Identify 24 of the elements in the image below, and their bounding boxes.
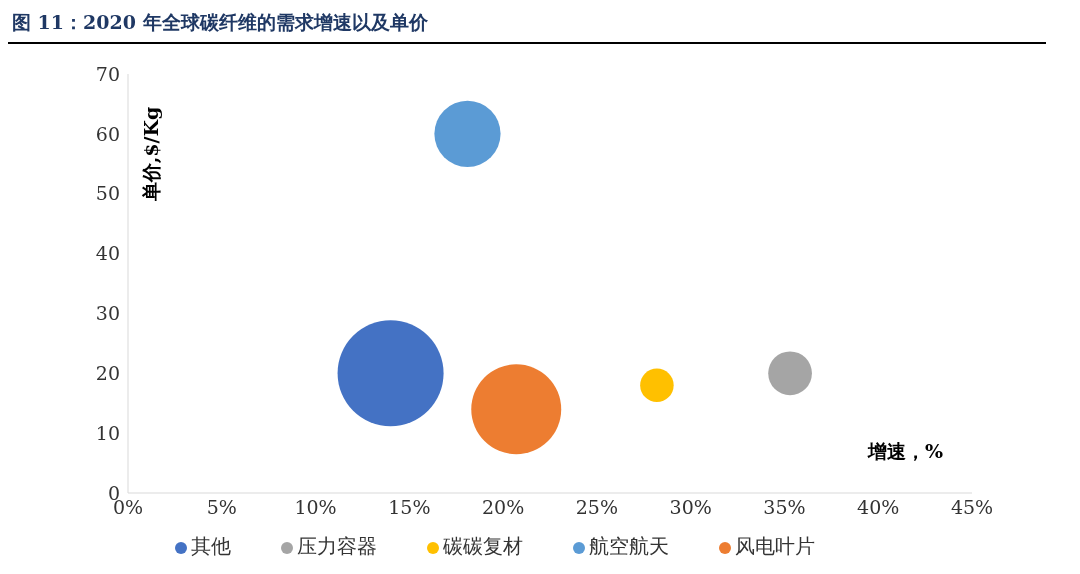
legend-label: 风电叶片 [735, 534, 815, 558]
x-tick-label: 10% [294, 496, 337, 519]
x-tick-label: 45% [950, 496, 994, 519]
x-tick-label: 40% [857, 496, 900, 519]
legend-label: 压力容器 [297, 534, 377, 558]
y-tick-label: 60 [95, 122, 120, 145]
y-tick-label: 50 [95, 182, 120, 205]
y-tick-label: 40 [95, 242, 120, 265]
x-tick-label: 25% [575, 496, 619, 519]
y-tick-label: 20 [95, 362, 120, 385]
x-tick-label: 30% [669, 496, 712, 519]
x-tick-label: 5% [206, 496, 237, 519]
y-tick-label: 70 [95, 62, 120, 85]
x-tick-label: 15% [388, 496, 431, 519]
x-tick-label: 35% [763, 496, 806, 519]
legend-label: 碳碳复材 [443, 534, 523, 558]
x-axis-title: 增速，% [868, 439, 944, 464]
y-axis-title: 单价,$/Kg [139, 106, 163, 202]
legend-label: 航空航天 [589, 534, 669, 558]
y-tick-label: 10 [95, 421, 120, 444]
x-tick-label: 20% [481, 496, 525, 519]
chart-title: 图 11：2020 年全球碳纤维的需求增速以及单价 [8, 8, 1046, 44]
legend-label: 其他 [191, 534, 231, 558]
y-tick-label: 30 [95, 302, 120, 325]
